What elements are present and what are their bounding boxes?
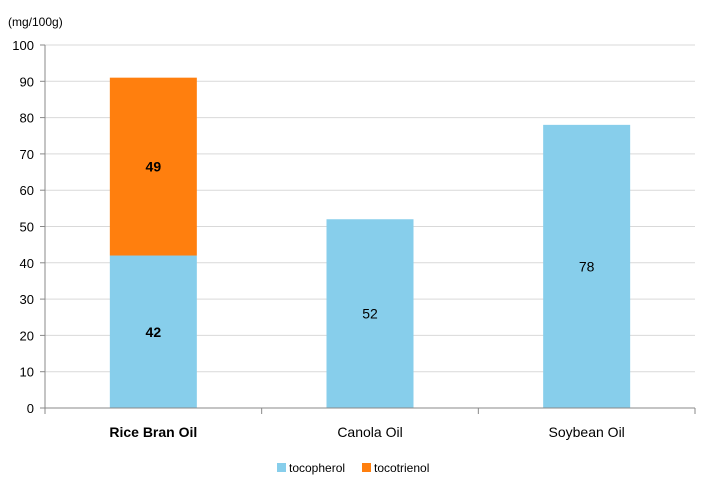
y-tick-label: 40 (20, 256, 34, 271)
data-label: 78 (579, 258, 595, 274)
y-tick-label: 80 (20, 111, 34, 126)
data-label: 42 (146, 324, 162, 340)
x-axis-categories: Rice Bran Oil Canola Oil Soybean Oil (109, 424, 624, 440)
y-axis-ticks: 0 10 20 30 40 50 60 70 80 90 100 (12, 38, 45, 416)
y-tick-label: 30 (20, 292, 34, 307)
y-unit-label: (mg/100g) (8, 15, 63, 29)
bar-tocopherol-canola-oil (326, 219, 414, 408)
legend-swatch-tocopherol (277, 463, 286, 472)
bar-tocopherol-rice-bran-oil (109, 255, 197, 408)
y-tick-label: 0 (27, 401, 34, 416)
y-tick-label: 10 (20, 365, 34, 380)
data-label: 49 (146, 159, 162, 175)
x-category-label: Soybean Oil (549, 424, 625, 440)
y-tick-label: 50 (20, 220, 34, 235)
y-tick-label: 90 (20, 74, 34, 89)
y-tick-label: 100 (12, 38, 34, 53)
bar-tocopherol-soybean-oil (543, 124, 631, 409)
bar-tocotrienol-rice-bran-oil (109, 77, 197, 256)
legend-label-tocotrienol: tocotrienol (374, 461, 429, 475)
y-tick-label: 60 (20, 183, 34, 198)
data-label: 52 (362, 306, 378, 322)
y-tick-label: 70 (20, 147, 34, 162)
x-category-label: Rice Bran Oil (109, 424, 197, 440)
x-category-label: Canola Oil (337, 424, 402, 440)
y-tick-label: 20 (20, 328, 34, 343)
legend-swatch-tocotrienol (362, 463, 371, 472)
legend-label-tocopherol: tocopherol (289, 461, 345, 475)
legend: tocopherol tocotrienol (277, 461, 429, 475)
data-labels: 42 49 52 78 (146, 159, 595, 340)
bars (109, 77, 631, 409)
